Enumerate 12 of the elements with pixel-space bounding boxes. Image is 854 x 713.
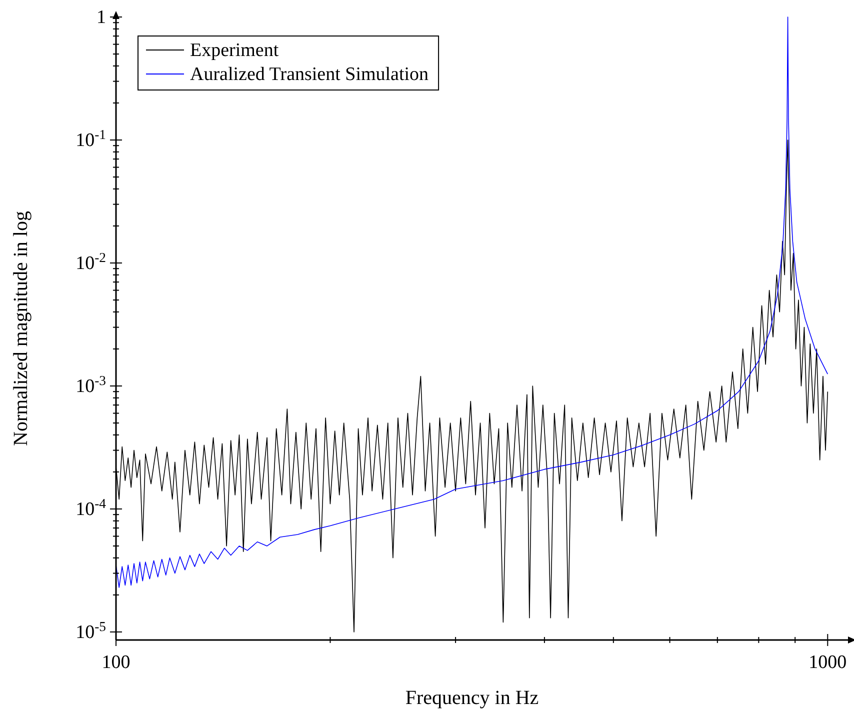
y-tick-label: 10$^{-5}$ (76, 618, 106, 643)
y-tick-label: 10$^{-2}$ (76, 249, 106, 274)
y-tick-label: 10$^{-3}$ (76, 372, 106, 397)
y-tick-label: 10$^{-4}$ (76, 495, 106, 520)
legend-label: Auralized Transient Simulation (190, 64, 430, 85)
y-tick-label: 10$^{-1}$ (76, 126, 106, 151)
x-tick-label: 100 (102, 652, 130, 673)
y-axis-title: Normalized magnitude in log (10, 211, 32, 446)
x-axis-title: Frequency in Hz (405, 687, 539, 709)
y-tick-label: 1 (96, 7, 106, 28)
x-tick-label: 1000 (808, 652, 847, 673)
legend-label: Experiment (190, 40, 280, 61)
